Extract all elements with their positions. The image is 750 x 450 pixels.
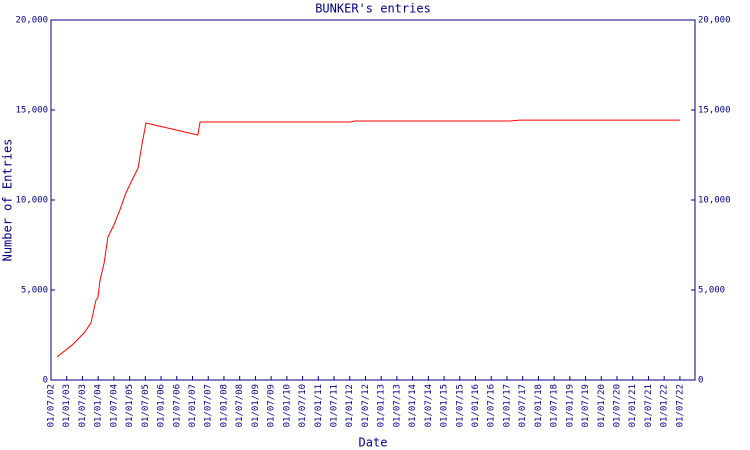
x-tick-label: 01/07/12 bbox=[361, 384, 371, 427]
x-tick-label: 01/07/19 bbox=[581, 384, 591, 427]
x-tick-label: 01/07/09 bbox=[267, 384, 277, 427]
x-tick-label: 01/07/04 bbox=[109, 384, 119, 427]
x-tick-label: 01/07/17 bbox=[518, 384, 528, 427]
chart-title: BUNKER's entries bbox=[315, 2, 431, 16]
y-axis-label: Number of Entries bbox=[1, 139, 15, 262]
x-tick-label: 01/01/04 bbox=[94, 384, 104, 427]
x-tick-label: 01/01/16 bbox=[471, 384, 481, 427]
x-tick-label: 01/07/10 bbox=[298, 384, 308, 427]
x-tick-label: 01/01/09 bbox=[251, 384, 261, 427]
x-tick-label: 01/07/16 bbox=[487, 384, 497, 427]
y-tick-label: 5,000 bbox=[21, 286, 48, 296]
x-axis-label: Date bbox=[359, 436, 388, 450]
x-tick-label: 01/07/05 bbox=[141, 384, 151, 427]
y-tick-label: 20,000 bbox=[15, 16, 48, 26]
x-tick-label: 01/01/03 bbox=[62, 384, 72, 427]
x-tick-label: 01/01/06 bbox=[157, 384, 167, 427]
x-tick-label: 01/01/20 bbox=[597, 384, 607, 427]
x-tick-label: 01/01/05 bbox=[125, 384, 135, 427]
x-tick-label: 01/07/03 bbox=[78, 384, 88, 427]
x-tick-label: 01/07/14 bbox=[424, 384, 434, 427]
y2-tick-label: 20,000 bbox=[698, 16, 731, 26]
plot-frame bbox=[50, 19, 696, 381]
x-tick-label: 01/07/02 bbox=[47, 384, 57, 427]
x-tick-label: 01/01/21 bbox=[628, 384, 638, 427]
x-tick-label: 01/01/11 bbox=[314, 384, 324, 427]
x-tick-label: 01/07/08 bbox=[235, 384, 245, 427]
x-tick-label: 01/01/12 bbox=[345, 384, 355, 427]
x-tick-label: 01/07/07 bbox=[204, 384, 214, 427]
y-tick-label: 0 bbox=[43, 376, 48, 386]
x-tick-label: 01/07/18 bbox=[550, 384, 560, 427]
x-tick-label: 01/07/20 bbox=[613, 384, 623, 427]
x-tick-label: 01/01/13 bbox=[377, 384, 387, 427]
x-tick-label: 01/01/19 bbox=[565, 384, 575, 427]
x-tick-label: 01/07/21 bbox=[644, 384, 654, 427]
x-tick-label: 01/01/10 bbox=[282, 384, 292, 427]
y2-tick-label: 0 bbox=[698, 376, 703, 386]
y-tick-label: 15,000 bbox=[15, 106, 48, 116]
x-tick-label: 01/01/15 bbox=[440, 384, 450, 427]
y2-tick-label: 5,000 bbox=[698, 286, 725, 296]
x-tick-label: 01/07/06 bbox=[172, 384, 182, 427]
x-tick-label: 01/07/13 bbox=[392, 384, 402, 427]
x-tick-label: 01/07/22 bbox=[675, 384, 685, 427]
x-tick-label: 01/01/14 bbox=[408, 384, 418, 427]
y2-tick-label: 15,000 bbox=[698, 106, 731, 116]
x-tick-label: 01/01/07 bbox=[188, 384, 198, 427]
y2-tick-label: 10,000 bbox=[698, 196, 731, 206]
x-tick-label: 01/01/08 bbox=[219, 384, 229, 427]
data-line bbox=[56, 119, 680, 358]
x-tick-label: 01/01/17 bbox=[502, 384, 512, 427]
x-tick-label: 01/07/15 bbox=[455, 384, 465, 427]
y-tick-label: 10,000 bbox=[15, 196, 48, 206]
x-tick-label: 01/01/18 bbox=[534, 384, 544, 427]
x-tick-label: 01/07/11 bbox=[330, 384, 340, 427]
x-tick-label: 01/01/22 bbox=[660, 384, 670, 427]
